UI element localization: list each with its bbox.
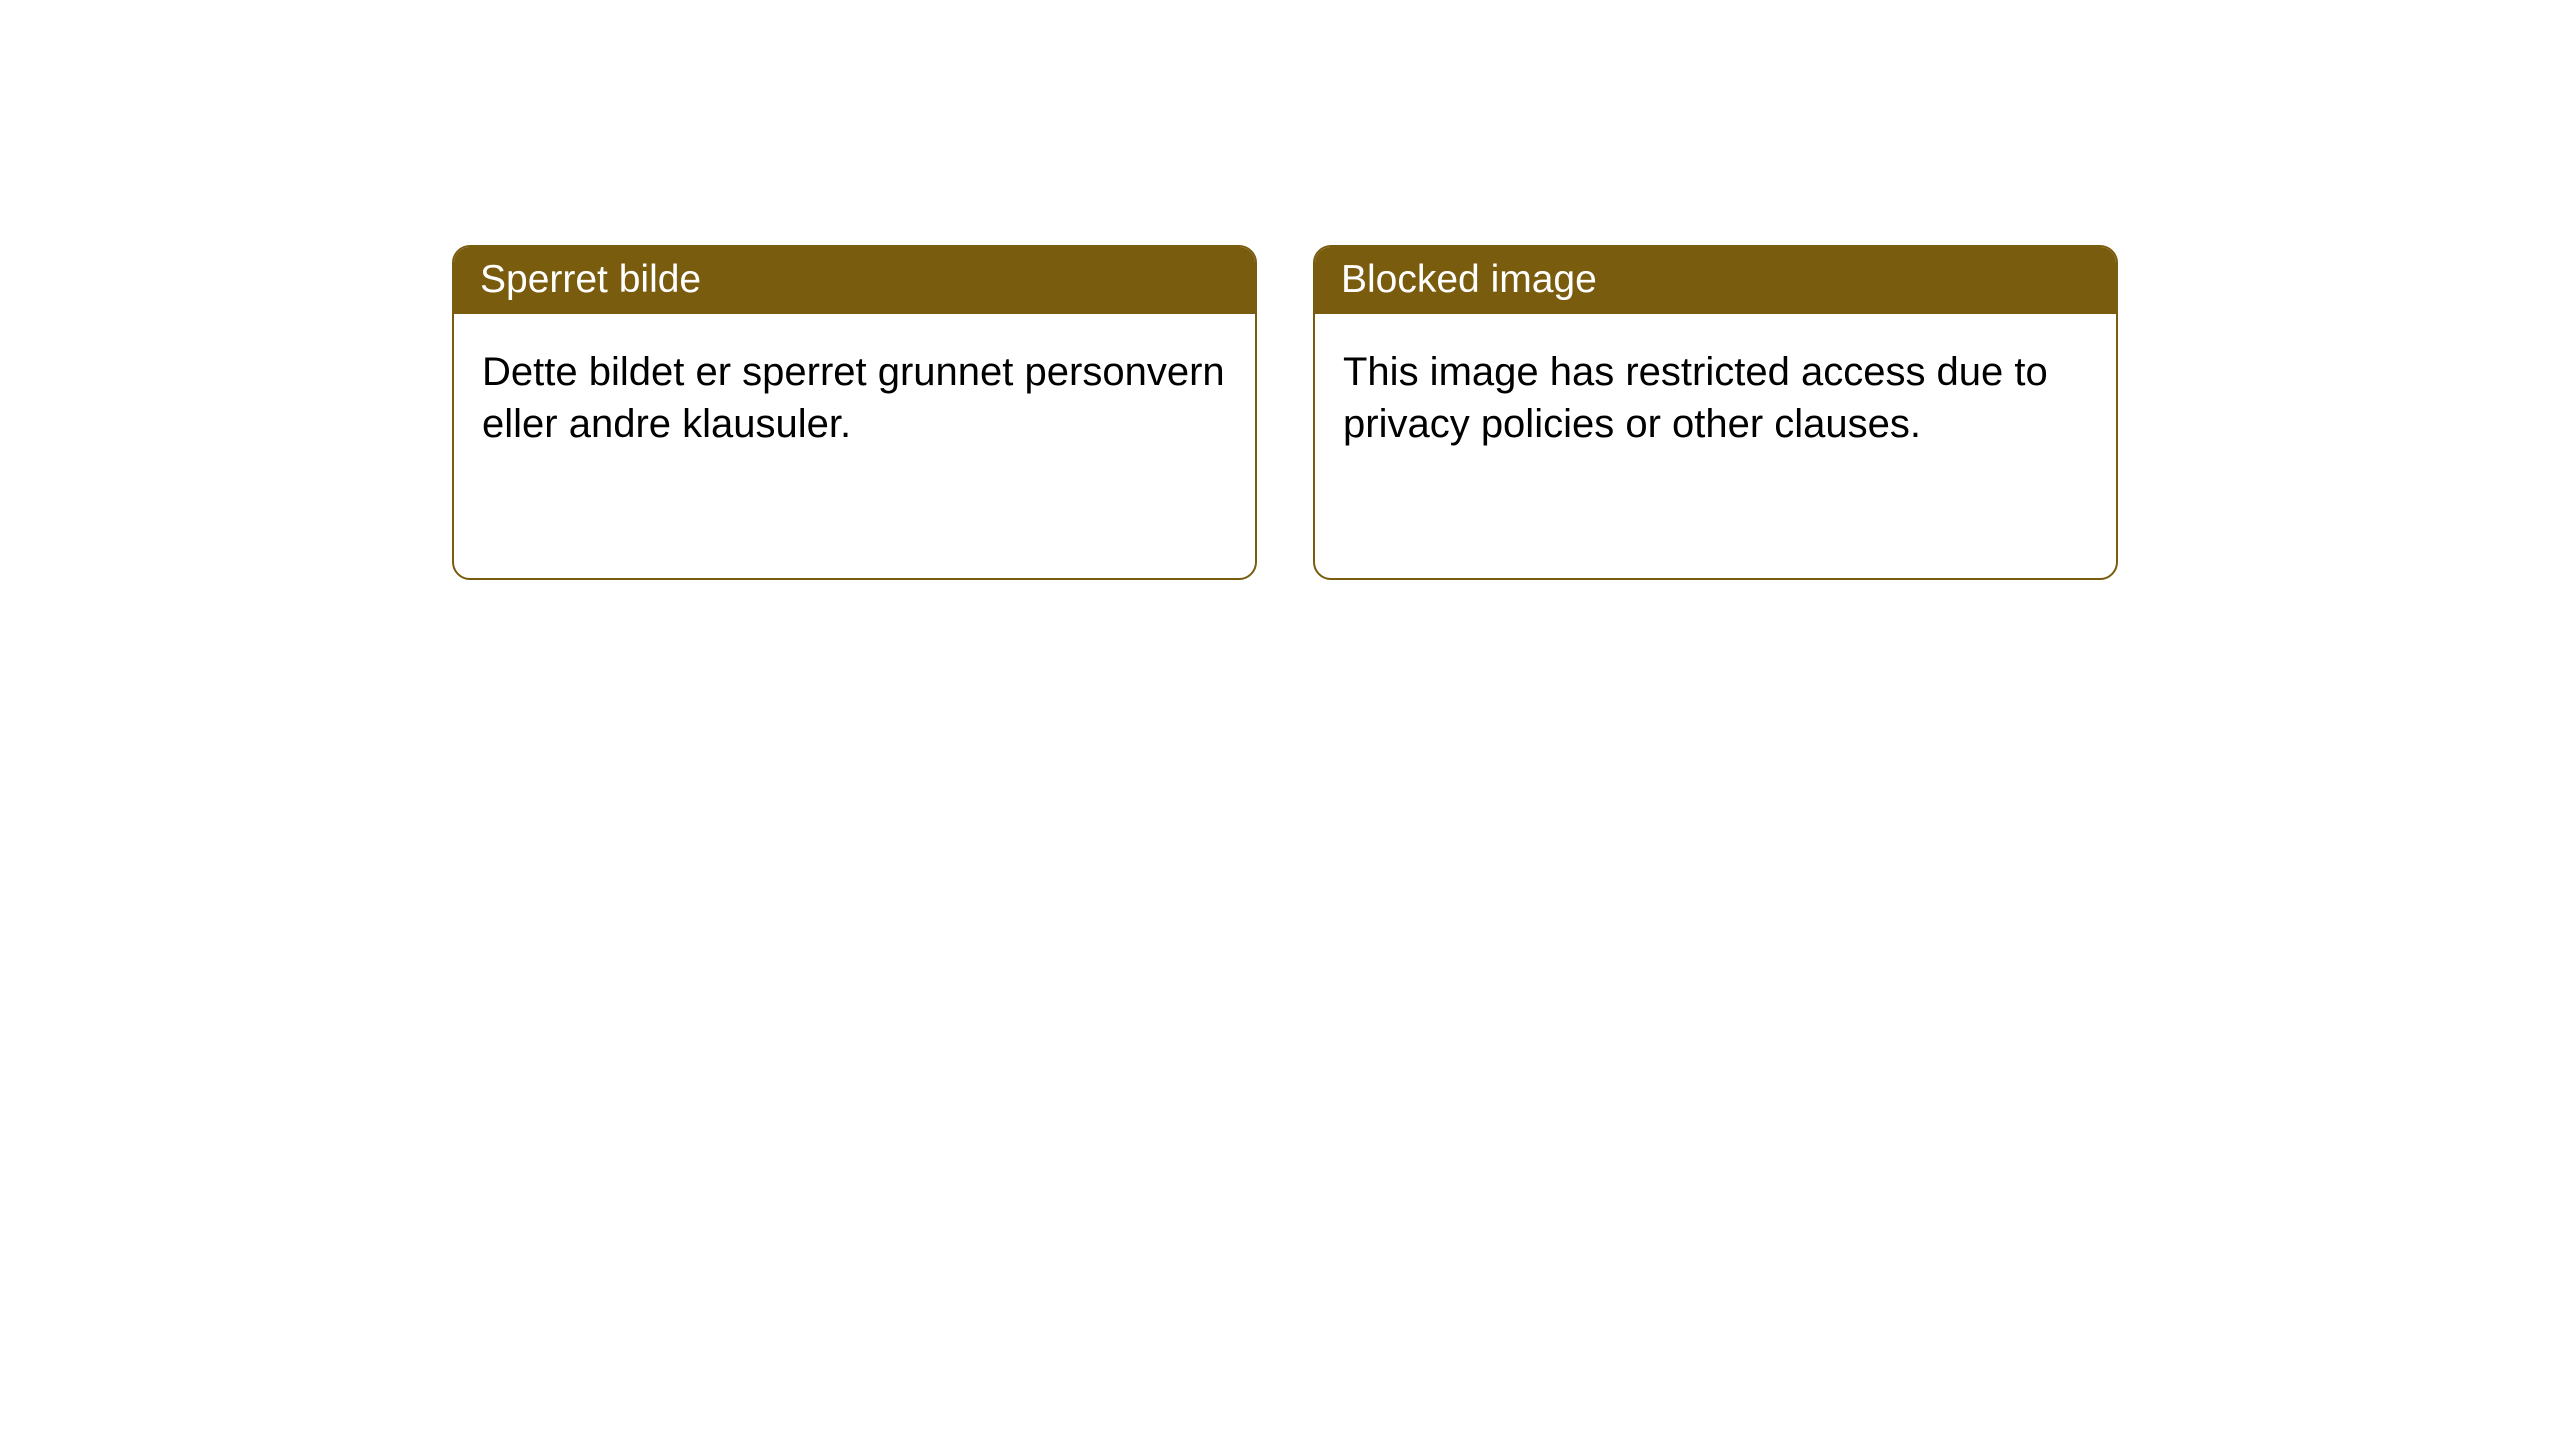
notice-card-container: Sperret bilde Dette bildet er sperret gr…	[452, 245, 2560, 580]
notice-card-body: This image has restricted access due to …	[1315, 314, 2116, 482]
notice-card-english: Blocked image This image has restricted …	[1313, 245, 2118, 580]
notice-card-header: Blocked image	[1315, 247, 2116, 314]
notice-card-header: Sperret bilde	[454, 247, 1255, 314]
notice-card-body: Dette bildet er sperret grunnet personve…	[454, 314, 1255, 482]
notice-card-norwegian: Sperret bilde Dette bildet er sperret gr…	[452, 245, 1257, 580]
